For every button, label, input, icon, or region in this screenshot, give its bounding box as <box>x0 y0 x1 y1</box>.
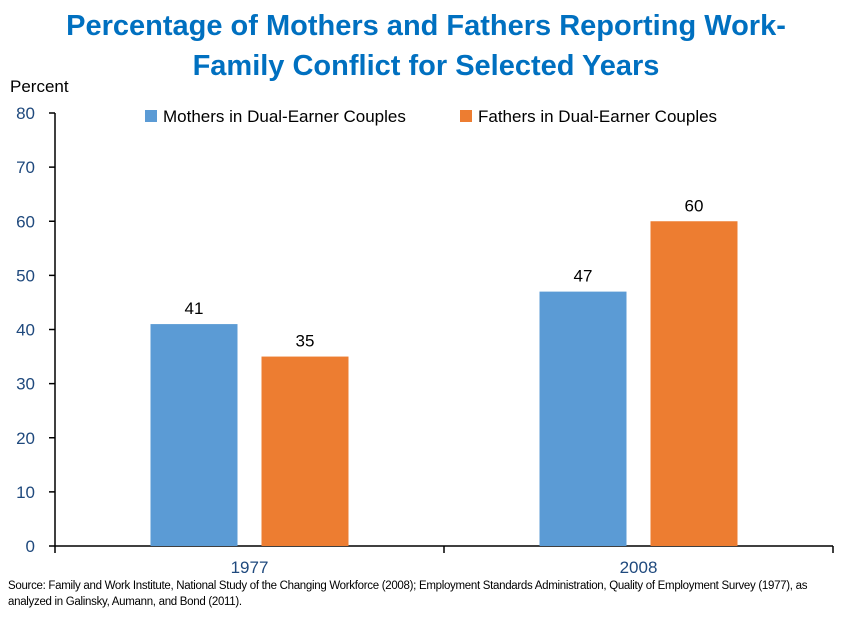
legend-label: Mothers in Dual-Earner Couples <box>163 107 406 126</box>
legend-label: Fathers in Dual-Earner Couples <box>478 107 717 126</box>
y-tick-label: 20 <box>16 429 35 448</box>
data-label: 47 <box>574 267 593 286</box>
y-axis-label: Percent <box>10 77 69 96</box>
data-label: 35 <box>296 332 315 351</box>
data-label: 41 <box>185 299 204 318</box>
bar-mothers-1977 <box>150 324 238 546</box>
bar-fathers-2008 <box>650 221 738 546</box>
bar-fathers-1977 <box>261 356 349 546</box>
chart-title-line2: Family Conflict for Selected Years <box>192 50 660 82</box>
data-label: 60 <box>685 196 704 215</box>
y-tick-label: 10 <box>16 483 35 502</box>
chart-title-line1: Percentage of Mothers and Fathers Report… <box>66 10 786 42</box>
x-tick-label: 1977 <box>231 558 269 577</box>
chart-title: Percentage of Mothers and Fathers Report… <box>0 6 852 86</box>
legend-swatch <box>145 110 157 122</box>
y-tick-label: 40 <box>16 321 35 340</box>
bar-mothers-2008 <box>539 291 627 546</box>
y-tick-label: 50 <box>16 266 35 285</box>
y-tick-label: 0 <box>26 537 35 556</box>
source-note: Source: Family and Work Institute, Natio… <box>8 580 808 608</box>
x-tick-label: 2008 <box>620 558 658 577</box>
y-tick-label: 80 <box>16 104 35 123</box>
y-tick-label: 70 <box>16 158 35 177</box>
y-tick-label: 30 <box>16 375 35 394</box>
legend-swatch <box>460 110 472 122</box>
y-tick-label: 60 <box>16 212 35 231</box>
